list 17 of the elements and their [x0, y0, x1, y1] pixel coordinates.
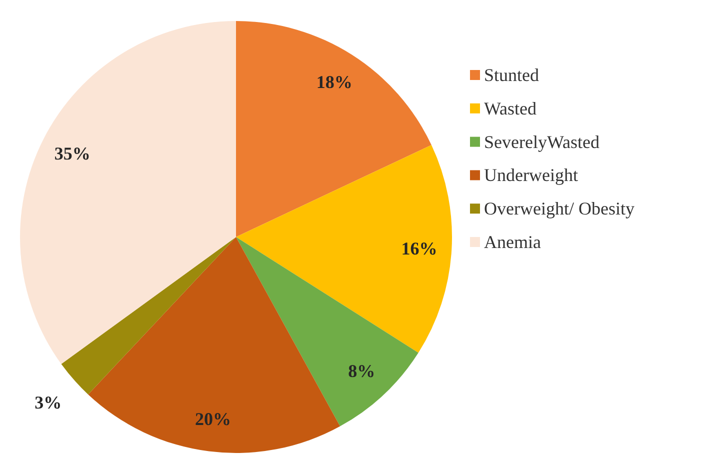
pie-slice: [236, 145, 452, 353]
pie-slice: [20, 21, 236, 364]
legend-label: Stunted: [484, 65, 540, 85]
legend-label: Anemia: [484, 232, 541, 252]
legend-label: Wasted: [484, 98, 537, 118]
data-label: 3%: [34, 392, 62, 413]
legend-label: SeverelyWasted: [484, 132, 600, 152]
legend-label: Overweight/ Obesity: [484, 198, 634, 219]
data-label: 8%: [348, 360, 376, 381]
data-label: 16%: [401, 238, 438, 259]
pie-slice: [88, 237, 340, 453]
data-label: 18%: [316, 72, 352, 92]
legend-label: Underweight: [484, 165, 578, 186]
pie-slice: [61, 237, 236, 394]
pie-slice: [236, 21, 432, 237]
data-label: 20%: [194, 409, 231, 430]
data-label: 35%: [54, 144, 90, 164]
